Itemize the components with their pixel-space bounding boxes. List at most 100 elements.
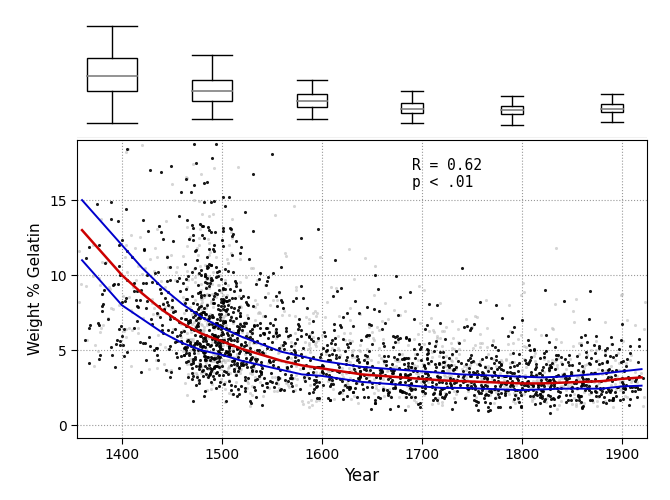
- Point: [468, 379, 478, 387]
- Point: [476, 340, 487, 347]
- Point: [609, 371, 620, 379]
- Point: [255, 378, 265, 386]
- Point: [260, 293, 271, 301]
- Point: [553, 372, 563, 380]
- Point: [441, 352, 452, 360]
- Point: [312, 382, 322, 390]
- Point: [198, 222, 208, 230]
- Point: [563, 351, 574, 359]
- Point: [181, 285, 192, 293]
- Point: [231, 360, 242, 368]
- Point: [215, 340, 226, 347]
- Point: [193, 346, 204, 354]
- Point: [224, 350, 235, 358]
- Point: [451, 390, 462, 398]
- Point: [176, 328, 186, 336]
- Point: [492, 372, 503, 380]
- Point: [221, 297, 232, 305]
- Point: [446, 356, 456, 364]
- Point: [206, 378, 216, 386]
- Point: [461, 376, 472, 384]
- Point: [172, 277, 183, 285]
- Point: [205, 364, 216, 372]
- Point: [234, 303, 245, 311]
- Point: [402, 354, 413, 362]
- Point: [446, 357, 457, 365]
- Point: [229, 276, 240, 284]
- Point: [205, 297, 216, 305]
- Point: [457, 264, 468, 272]
- Point: [243, 348, 253, 356]
- Point: [397, 355, 407, 363]
- Point: [470, 312, 480, 320]
- Point: [226, 226, 237, 234]
- Point: [482, 343, 492, 351]
- Point: [234, 346, 245, 354]
- Point: [403, 341, 413, 349]
- Point: [267, 373, 277, 381]
- Point: [208, 246, 219, 254]
- Point: [377, 325, 387, 333]
- Point: [419, 286, 430, 294]
- Point: [362, 373, 373, 381]
- Point: [606, 340, 617, 348]
- Point: [172, 332, 183, 340]
- Point: [195, 356, 206, 364]
- Point: [578, 399, 589, 407]
- Point: [608, 394, 618, 402]
- Point: [468, 378, 479, 386]
- Point: [513, 376, 523, 384]
- Point: [178, 347, 188, 355]
- Point: [337, 364, 348, 372]
- Point: [433, 359, 444, 367]
- Point: [186, 342, 196, 349]
- Point: [342, 382, 353, 390]
- Point: [312, 308, 322, 316]
- Point: [626, 383, 637, 391]
- Point: [219, 398, 230, 406]
- Point: [258, 340, 269, 348]
- Point: [236, 294, 247, 302]
- Point: [547, 360, 558, 368]
- Point: [303, 370, 314, 378]
- Point: [121, 242, 131, 250]
- Point: [346, 354, 357, 362]
- Point: [180, 344, 191, 352]
- Point: [204, 280, 215, 288]
- Point: [232, 344, 243, 352]
- Point: [210, 341, 221, 349]
- Point: [208, 323, 218, 331]
- Point: [283, 353, 293, 361]
- Point: [201, 331, 212, 339]
- Point: [230, 330, 241, 338]
- Point: [482, 391, 493, 399]
- Point: [447, 316, 458, 324]
- Point: [409, 354, 420, 362]
- Point: [218, 338, 228, 346]
- Point: [592, 402, 602, 410]
- Point: [84, 243, 94, 251]
- Point: [202, 280, 212, 287]
- Point: [493, 387, 504, 395]
- Point: [440, 361, 450, 369]
- Point: [271, 334, 281, 342]
- Point: [220, 306, 231, 314]
- Point: [546, 362, 557, 370]
- Point: [186, 364, 197, 372]
- Point: [403, 334, 414, 342]
- Point: [194, 365, 204, 373]
- Point: [199, 348, 210, 356]
- Point: [574, 376, 585, 384]
- Point: [470, 386, 480, 394]
- Point: [80, 254, 91, 262]
- Point: [616, 336, 626, 344]
- Point: [531, 371, 542, 379]
- Point: [135, 368, 146, 376]
- Point: [239, 346, 249, 354]
- Point: [471, 360, 482, 368]
- Point: [377, 356, 388, 364]
- Point: [246, 330, 257, 338]
- Point: [163, 288, 174, 296]
- Point: [209, 228, 220, 235]
- Point: [213, 332, 224, 340]
